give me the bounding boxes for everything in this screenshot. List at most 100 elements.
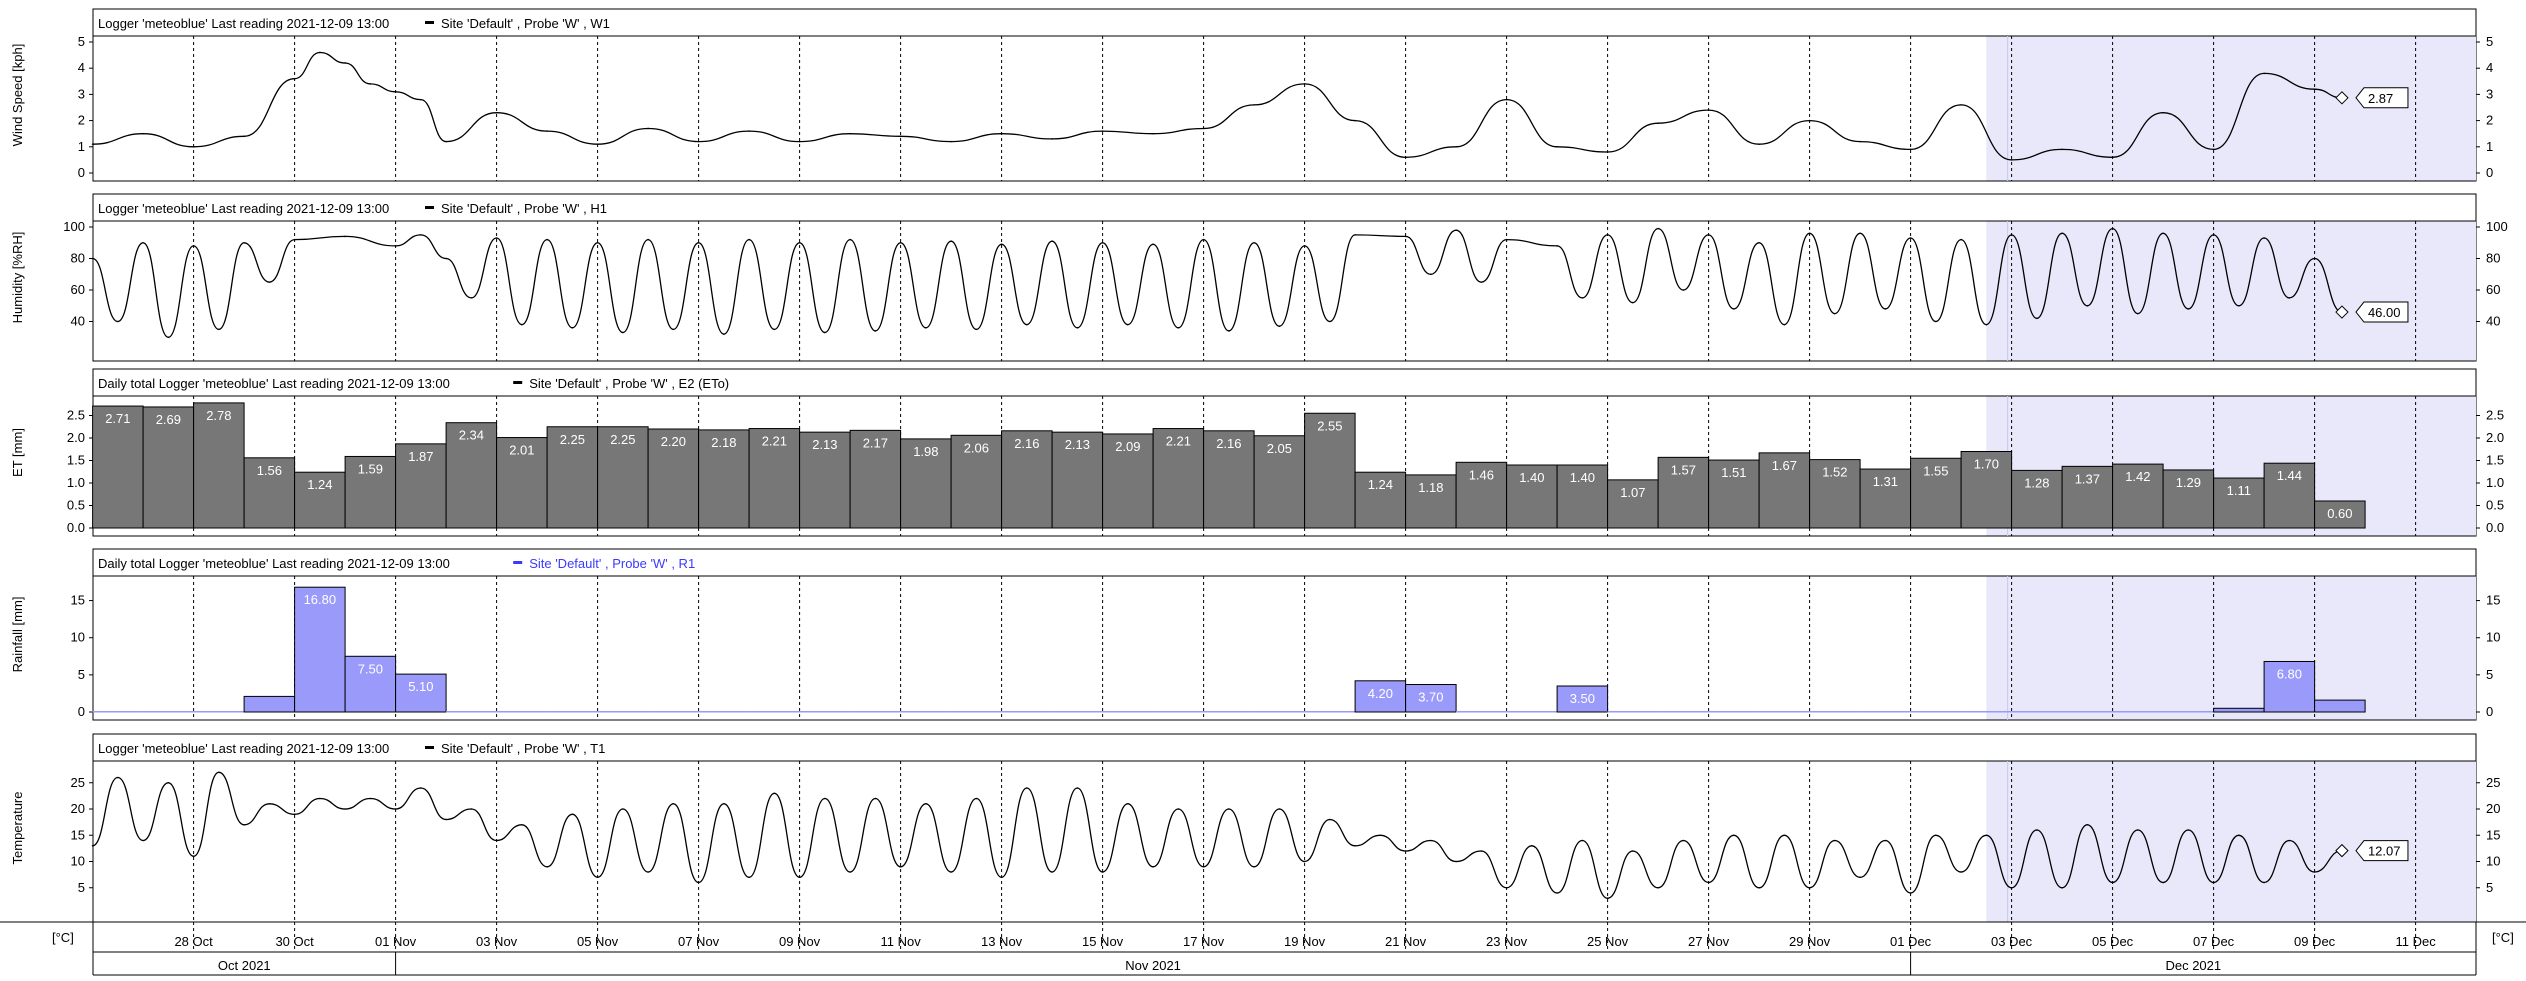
- series-point: [1076, 327, 1079, 329]
- series-point: [1859, 876, 1861, 879]
- series-point: [849, 238, 851, 241]
- series-point: [1026, 787, 1028, 789]
- y-tick-label-left: 5: [78, 667, 85, 682]
- bar: [2263, 462, 2316, 529]
- month-label: Dec 2021: [2165, 958, 2221, 973]
- bar-value-label: 1.40: [1519, 470, 1544, 485]
- series-point: [1455, 229, 1457, 231]
- series-point: [2086, 823, 2089, 826]
- x-tick-label: 30 Oct: [275, 934, 314, 949]
- bar-value-label: 1.31: [1873, 474, 1898, 489]
- bar: [2314, 699, 2366, 713]
- series-point: [1000, 876, 1003, 879]
- series-point: [1657, 122, 1659, 125]
- series-point: [420, 234, 422, 236]
- last-value-label: 12.07: [2368, 844, 2401, 859]
- panel-header: Logger 'meteoblue' Last reading 2021-12-…: [98, 741, 389, 756]
- series-point: [2212, 881, 2215, 884]
- series-point: [2238, 304, 2240, 307]
- y-tick-label-left: 4: [78, 60, 85, 75]
- x-axis: [°C] [°C] 28 Oct 30 Oct 01 Nov 03 Nov 05 Nov 07…: [0, 921, 2526, 976]
- bar: [850, 711, 901, 713]
- last-value-label: 46.00: [2368, 305, 2401, 320]
- series-point: [2086, 304, 2089, 307]
- series-point: [2187, 308, 2190, 310]
- series-point: [571, 813, 574, 816]
- bar: [2062, 711, 2113, 713]
- bar-value-label: 2.17: [863, 435, 888, 450]
- bar-value-label: 1.70: [1974, 457, 1999, 472]
- y-tick-label-right: 20: [2486, 801, 2500, 816]
- bar-value-label: 1.56: [257, 463, 282, 478]
- bar: [698, 711, 750, 713]
- panel-series-label: Site 'Default' , Probe 'W' , W1: [441, 16, 610, 31]
- series-point: [495, 839, 498, 842]
- y-tick-label-right: 0: [2486, 165, 2493, 180]
- series-point: [2313, 88, 2316, 90]
- series-point: [1480, 281, 1483, 283]
- series-point: [2288, 839, 2291, 842]
- y-tick-label-right: 3: [2486, 86, 2493, 101]
- bar: [496, 437, 548, 529]
- bar: [1860, 711, 1911, 713]
- series-point: [167, 781, 170, 784]
- bar: [294, 586, 346, 713]
- series-point: [1783, 323, 1786, 326]
- x-tick-label: 03 Nov: [476, 934, 518, 949]
- bar: [92, 711, 144, 713]
- bar: [446, 711, 497, 713]
- bar: [597, 711, 649, 713]
- series-point: [91, 844, 94, 847]
- y-tick-label-right: 80: [2486, 251, 2500, 266]
- bar-value-label: 1.87: [408, 449, 433, 464]
- panel-1: Logger 'meteoblue' Last reading 2021-12-…: [10, 8, 2493, 182]
- series-point: [1581, 297, 1584, 299]
- series-point: [697, 140, 700, 143]
- series-point: [1707, 881, 1710, 884]
- highlight-band: [1986, 221, 2476, 361]
- series-point: [319, 797, 321, 800]
- bar: [951, 711, 1002, 713]
- bar: [395, 443, 447, 529]
- series-point: [293, 813, 296, 816]
- bar-value-label: 2.71: [105, 411, 130, 426]
- bar: [2011, 469, 2063, 529]
- series-point: [218, 328, 220, 331]
- series-point: [546, 238, 548, 241]
- series-point: [1834, 839, 1836, 842]
- series-point: [1404, 156, 1407, 159]
- bar: [2213, 477, 2265, 529]
- series-point: [1101, 241, 1104, 244]
- bar-value-label: 2.21: [762, 434, 787, 449]
- series-point: [167, 336, 170, 339]
- y-tick-label-left: 15: [71, 593, 85, 608]
- series-point: [925, 327, 927, 329]
- bar-value-label: 2.78: [206, 408, 231, 423]
- bar: [395, 673, 447, 713]
- series-point: [394, 90, 397, 93]
- bar-value-label: 5.10: [408, 679, 433, 694]
- bar-value-label: 1.18: [1418, 480, 1443, 495]
- bar-value-label: 3.50: [1570, 691, 1595, 706]
- bar: [2112, 463, 2164, 529]
- last-value-callout: [2355, 87, 2409, 109]
- series-point: [2061, 148, 2063, 151]
- y-tick-label-left: 15: [71, 827, 85, 842]
- series-point: [369, 797, 372, 800]
- bar-value-label: 1.42: [2125, 469, 2150, 484]
- series-point: [218, 771, 220, 774]
- series-point: [874, 330, 877, 332]
- series-point: [1253, 241, 1255, 244]
- series-point: [1152, 865, 1154, 868]
- series-point: [798, 140, 801, 143]
- bar: [799, 431, 851, 529]
- series-point: [596, 876, 599, 879]
- series-point: [1303, 245, 1306, 247]
- y-tick-label-right: 4: [2486, 60, 2493, 75]
- x-axis-unit-right: [°C]: [2492, 930, 2514, 945]
- bar-value-label: 2.34: [459, 428, 484, 443]
- series-point: [546, 865, 548, 868]
- x-tick-label: 23 Nov: [1486, 934, 1528, 949]
- series-point: [394, 808, 397, 810]
